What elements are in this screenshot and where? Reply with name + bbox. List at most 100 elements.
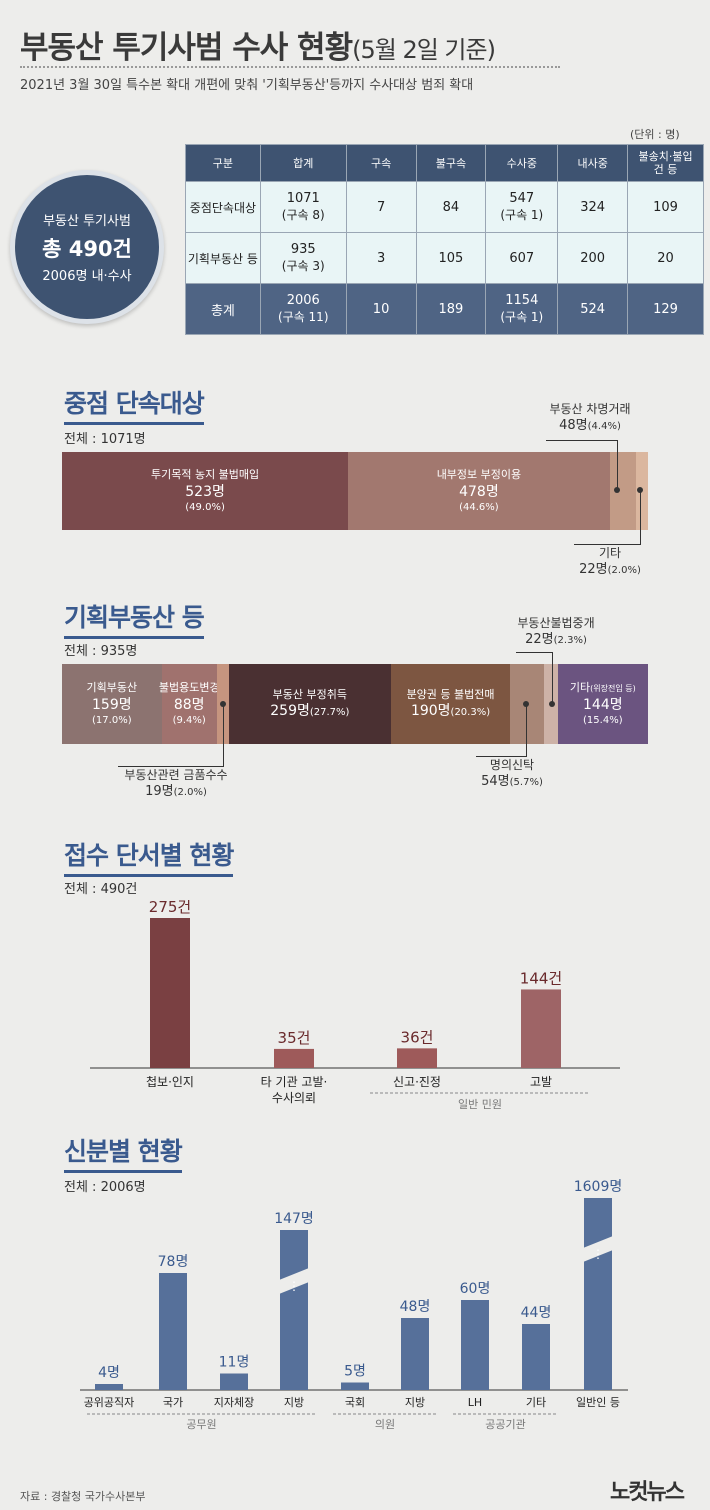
segment-label-note: (위장전입 등) <box>590 684 636 694</box>
cell-detained: 3 <box>345 232 417 284</box>
bar-value-label: 144건 <box>520 969 562 987</box>
cell-investigating-note: (구속 1) <box>500 310 544 324</box>
section2-total: 전체 : 935명 <box>64 644 138 659</box>
table-header: 구분 <box>185 144 261 182</box>
cell-total-value: 935 <box>290 242 316 257</box>
segment-label: 부동산 부정취득 <box>272 687 348 701</box>
segment-value: 190명 <box>410 703 451 720</box>
bar-segment: 분양권 등 불법전매 190명(20.3%) <box>391 664 511 744</box>
annotation-myeongui: 명의신탁 54명(5.7%) <box>462 758 562 790</box>
bar-value-label: 275건 <box>149 900 191 916</box>
bar-segment: 기획부동산 159명 (17.0%) <box>62 664 162 744</box>
segment-pct: (49.0%) <box>185 501 225 513</box>
category-label: 고발 <box>530 1075 552 1089</box>
cell-dismissed: 129 <box>627 283 704 335</box>
annotation-label: 부동산불법중개 <box>517 616 595 630</box>
axis-break <box>583 1236 613 1262</box>
bar-segment: 기타(위장전입 등) 144명 (15.4%) <box>557 664 648 744</box>
segment-value: 523명 <box>185 483 225 500</box>
annotation-value: 19명 <box>145 783 174 799</box>
bar-value-label: 4명 <box>98 1365 120 1381</box>
cell-investigating-value: 547 <box>509 191 535 206</box>
section1-title: 중점 단속대상 <box>64 384 205 425</box>
row-label: 기획부동산 등 <box>185 232 261 284</box>
segment-value: 478명 <box>459 483 499 500</box>
axis-break <box>279 1268 309 1294</box>
group-label: 공공기관 <box>485 1418 525 1431</box>
source-note: 자료 : 경찰청 국가수사본부 <box>20 1490 146 1503</box>
section1-total: 전체 : 1071명 <box>64 432 146 447</box>
segment-label: 투기목적 농지 불법매입 <box>150 468 260 482</box>
cell-investigating: 1154 (구속 1) <box>485 283 559 335</box>
table-header: 불구속 <box>415 144 487 182</box>
nocut-logo: 노컷뉴스 <box>610 1480 685 1505</box>
category-label: 첩보·인지 <box>146 1075 194 1089</box>
section4-title: 신분별 현황 <box>64 1132 183 1173</box>
bar <box>95 1384 123 1390</box>
segment-label: 기타 <box>569 681 591 695</box>
segment-label: 분양권 등 불법전매 <box>406 687 495 701</box>
summary-table: 구분 합계 구속 불구속 수사중 내사중 불송치·불입건 등 중점단속대상 10… <box>185 144 704 335</box>
stacked-bar-1: 투기목적 농지 불법매입 523명 (49.0%) 내부정보 부정이용 478명 (44… <box>62 452 648 530</box>
bar-value-label: 78명 <box>158 1254 189 1270</box>
title-date: (5월 2일 기준) <box>352 36 496 64</box>
annotation-value: 48명 <box>559 417 588 433</box>
category-label: 국회 <box>345 1396 365 1409</box>
bar-value-label: 36건 <box>401 1028 434 1046</box>
bar <box>341 1382 369 1390</box>
bar <box>274 1048 314 1068</box>
cell-not-detained: 105 <box>415 232 487 284</box>
segment-pct: (27.7%) <box>309 707 350 719</box>
leader-dot <box>637 487 643 493</box>
cell-total-note: (구속 8) <box>281 208 325 222</box>
segment-label: 불법용도변경 <box>158 681 220 695</box>
bar <box>522 1324 550 1390</box>
table-header: 합계 <box>259 144 347 182</box>
leader-line <box>640 490 641 544</box>
bar-value-label: 44명 <box>521 1305 552 1321</box>
bar-value-label: 11명 <box>219 1355 250 1371</box>
leader-line <box>223 704 224 766</box>
leader-dot <box>614 487 620 493</box>
table-header: 내사중 <box>557 144 629 182</box>
title-divider <box>20 66 560 68</box>
section3-title: 접수 단서별 현황 <box>64 836 234 877</box>
table-unit: (단위 : 명) <box>630 128 680 141</box>
leader-line <box>552 652 553 704</box>
leader-line <box>617 440 618 490</box>
annotation-gita: 기타 22명(2.0%) <box>560 546 660 578</box>
table-header: 구속 <box>345 144 417 182</box>
table-header-row: 구분 합계 구속 불구속 수사중 내사중 불송치·불입건 등 <box>185 144 704 182</box>
bar <box>280 1230 308 1390</box>
annotation-value: 22명 <box>579 561 608 577</box>
bar-segment: 투기목적 농지 불법매입 523명 (49.0%) <box>62 452 349 530</box>
cell-investigating-note: (구속 1) <box>500 208 544 222</box>
annotation-pct: (2.0%) <box>173 786 207 798</box>
segment-pct: (17.0%) <box>92 714 132 726</box>
bar-segment: 부동산 부정취득 259명(27.7%) <box>228 664 391 744</box>
bar <box>521 989 561 1068</box>
bar-value-label: 35건 <box>278 1029 311 1047</box>
annotation-chamyeong: 부동산 차명거래 48명(4.4%) <box>520 402 660 434</box>
category-label: 신고·진정 <box>393 1075 441 1089</box>
section3-total: 전체 : 490건 <box>64 882 138 897</box>
category-label: 지자체장 <box>214 1396 254 1409</box>
segment-pct: (44.6%) <box>459 501 499 513</box>
segment-value: 259명 <box>270 703 310 720</box>
table-row: 중점단속대상 1071 (구속 8) 7 84 547 (구속 1) 324 109 <box>185 181 704 233</box>
category-label: 국가 <box>163 1396 183 1409</box>
cell-dismissed: 20 <box>627 232 704 284</box>
leader-line <box>476 756 527 757</box>
leader-line <box>574 544 641 545</box>
bar <box>397 1048 437 1068</box>
bar <box>584 1198 612 1390</box>
annotation-label: 부동산 차명거래 <box>549 402 631 416</box>
break-dots: ⋮ <box>288 1279 300 1293</box>
cell-inquiry: 324 <box>557 181 629 233</box>
annotation-jungae: 부동산불법중개 22명(2.3%) <box>496 616 616 648</box>
row-label: 총계 <box>185 283 261 335</box>
bar-value-label: 147명 <box>274 1211 314 1227</box>
group-label: 의원 <box>375 1418 395 1431</box>
category-label: LH <box>468 1396 482 1409</box>
segment-pct: (20.3%) <box>450 707 491 719</box>
